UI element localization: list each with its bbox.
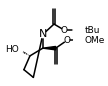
Text: O: O (63, 36, 70, 45)
Text: OMe: OMe (85, 36, 105, 45)
Text: HO: HO (5, 45, 19, 54)
Text: O: O (61, 26, 68, 35)
Circle shape (65, 39, 69, 42)
Text: N: N (39, 29, 47, 39)
Circle shape (73, 26, 81, 34)
Circle shape (40, 31, 46, 38)
Circle shape (62, 28, 66, 32)
Polygon shape (43, 46, 56, 50)
Circle shape (16, 46, 23, 53)
Text: tBu: tBu (85, 26, 100, 35)
Circle shape (74, 37, 81, 44)
